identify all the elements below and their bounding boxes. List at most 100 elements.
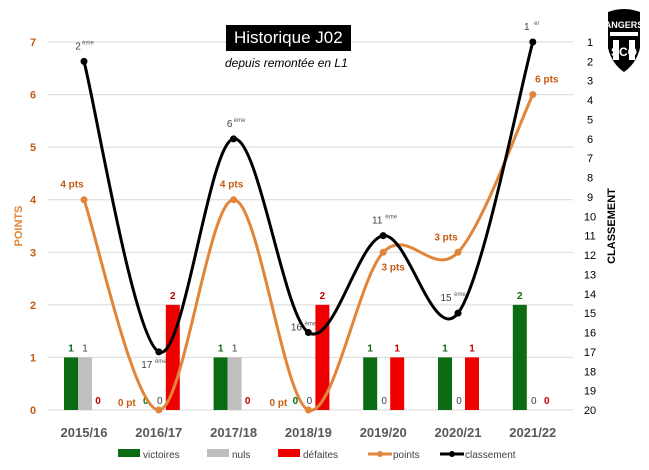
x-tick-label: 2018/19 [285,425,332,440]
svg-text:SCO: SCO [611,45,637,59]
y-tick-label: 1 [30,352,36,364]
bar-victoires [363,357,378,410]
bar-nuls [227,357,242,410]
y2-tick-label: 10 [584,211,596,223]
points-label: 3 pts [382,262,406,273]
classement-label: 6 [227,119,233,130]
bar-nuls [78,357,92,410]
y-tick-label: 6 [30,90,36,102]
points-marker [529,91,537,99]
classement-marker [304,329,312,337]
y-tick-label: 2 [30,300,36,312]
bar-label: 0 [544,396,550,407]
bar-label: 1 [469,343,475,354]
points-marker [230,196,238,204]
bar-label: 0 [245,396,251,407]
classement-label: 15 [440,293,452,304]
y2-tick-label: 20 [584,405,596,417]
bar-label: 1 [218,343,224,354]
classement-marker [454,309,462,317]
y2-tick-label: 17 [584,347,596,359]
classement-marker [230,135,238,143]
bar-label: 0 [95,396,101,407]
bar-label: 1 [442,343,448,354]
y-axis-label: POINTS [13,206,25,247]
legend-label: points [393,450,420,461]
bar-victoires [512,304,527,410]
legend-swatch-nuls [207,449,229,457]
angers-sco-logo: ANGERS SCO [605,9,643,72]
bar-label: 1 [394,343,400,354]
y2-tick-label: 14 [584,289,596,301]
chart-title: Historique J02 [226,25,351,51]
points-label: 0 pt [118,398,136,409]
y2-tick-label: 6 [587,134,593,146]
classement-label: 1 [524,22,530,33]
classement-label: 16 [291,323,303,334]
y-tick-label: 4 [30,195,37,207]
classement-marker [529,38,537,46]
classement-suffix: ème [82,40,94,46]
classement-label: 2 [75,41,81,52]
bar-label: 2 [170,291,176,302]
points-label: 4 pts [220,180,244,191]
legend-swatch-défaites [278,449,300,457]
points-marker [379,248,387,256]
y2-tick-label: 12 [584,250,596,262]
classement-marker [155,348,163,356]
bar-label: 1 [68,343,74,354]
y2-tick-label: 8 [587,173,593,185]
classement-suffix: ème [234,118,246,124]
bar-label: 0 [143,396,149,407]
bar-label: 1 [232,343,238,354]
points-label: 4 pts [60,180,84,191]
points-label: 6 pts [535,75,559,86]
classement-suffix: ème [305,322,317,328]
classement-marker [379,232,387,240]
bar-victoires [64,357,78,410]
y-tick-label: 7 [30,37,36,49]
bar-défaites [465,357,479,410]
x-tick-label: 2016/17 [135,425,182,440]
x-tick-label: 2021/22 [509,425,556,440]
y2-tick-label: 3 [587,76,593,88]
y2-axis-label: CLASSEMENT [606,188,618,264]
classement-suffix: ème [155,359,167,365]
y2-tick-label: 18 [584,366,596,378]
classement-marker [80,57,88,65]
points-marker [454,248,462,256]
bar-défaites [390,357,405,410]
bar-label: 2 [517,291,523,302]
legend-marker [449,451,455,457]
x-tick-label: 2015/16 [61,425,108,440]
classement-line [82,41,535,354]
points-label: 3 pts [434,232,458,243]
bar-label: 0 [531,396,537,407]
points-marker [80,196,88,204]
y-tick-label: 0 [30,405,36,417]
y2-tick-label: 7 [587,153,593,165]
bar-label: 0 [157,396,163,407]
bar-label: 0 [456,396,462,407]
points-label: 0 pt [270,398,288,409]
classement-label: 17 [141,360,153,371]
y-tick-label: 5 [30,142,36,154]
points-marker [304,406,312,414]
y2-tick-label: 5 [587,114,593,126]
y2-tick-label: 16 [584,328,596,340]
y2-tick-label: 4 [587,95,593,107]
points-marker [155,406,163,414]
legend-label: nuls [232,450,250,461]
y2-tick-label: 15 [584,308,596,320]
x-tick-label: 2020/21 [435,425,482,440]
legend-label: classement [465,450,516,461]
bar-label: 2 [320,291,326,302]
y2-tick-label: 19 [584,386,596,398]
legend-label: défaites [303,450,338,461]
legend-swatch-victoires [118,449,140,457]
bar-label: 0 [307,396,313,407]
classement-label: 11 [372,216,383,227]
y2-tick-label: 11 [584,231,595,243]
